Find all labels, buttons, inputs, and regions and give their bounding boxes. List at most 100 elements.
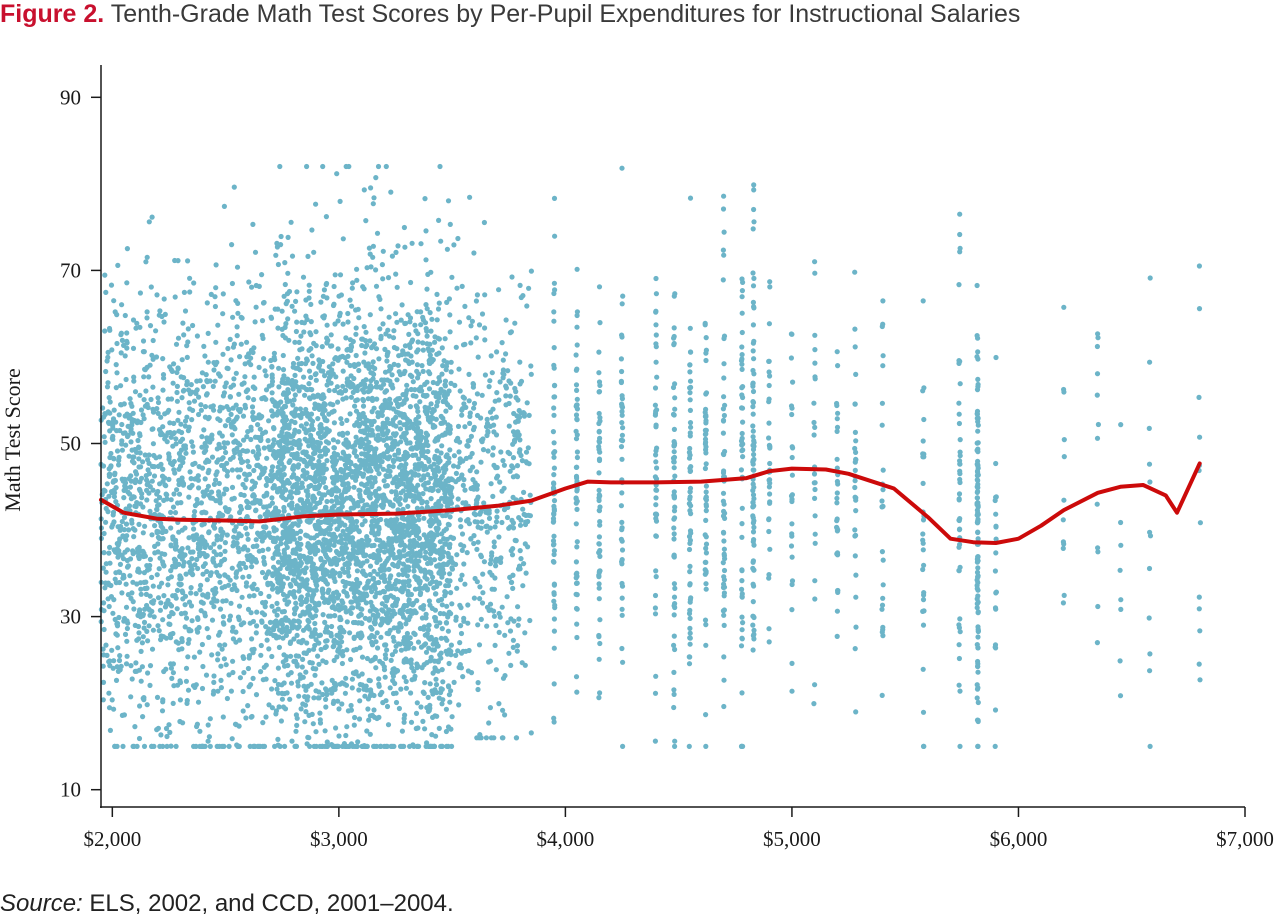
scatter-point — [299, 664, 305, 670]
scatter-point — [411, 630, 417, 636]
scatter-point — [183, 450, 189, 456]
scatter-point — [351, 647, 357, 653]
scatter-point — [141, 397, 147, 403]
scatter-point — [191, 526, 197, 532]
scatter-point — [228, 357, 234, 363]
scatter-point — [146, 566, 152, 572]
scatter-point — [256, 412, 262, 418]
scatter-point — [128, 694, 134, 700]
scatter-point — [428, 570, 434, 577]
scatter-point — [404, 420, 410, 426]
scatter-point — [323, 686, 329, 692]
scatter-point — [310, 418, 316, 424]
scatter-point — [217, 551, 224, 557]
scatter-point — [219, 646, 225, 652]
scatter-point — [373, 665, 379, 671]
scatter-point — [262, 604, 268, 610]
scatter-point — [410, 602, 416, 608]
scatter-point — [221, 656, 227, 662]
scatter-point — [184, 343, 190, 349]
scatter-point — [137, 290, 143, 296]
scatter-point — [291, 383, 297, 389]
scatter-point — [170, 504, 177, 510]
scatter-point — [290, 484, 296, 490]
scatter-point — [288, 680, 295, 686]
scatter-point — [365, 432, 371, 438]
scatter-point — [403, 492, 409, 498]
scatter-point — [250, 384, 256, 390]
scatter-point — [421, 532, 427, 538]
scatter-point — [168, 574, 174, 580]
scatter-point — [194, 723, 200, 730]
scatter-point — [187, 485, 193, 491]
scatter-point — [368, 474, 374, 480]
scatter-point — [376, 683, 382, 689]
scatter-point — [243, 525, 249, 531]
scatter-point — [402, 320, 408, 327]
scatter-point — [275, 606, 281, 612]
scatter-point — [344, 359, 350, 365]
scatter-point — [194, 556, 200, 563]
scatter-point — [425, 448, 431, 455]
scatter-point — [313, 472, 319, 478]
scatter-point — [346, 580, 352, 586]
scatter-point — [162, 482, 168, 488]
scatter-point — [247, 743, 253, 750]
scatter-point — [295, 618, 301, 624]
scatter-point — [239, 594, 245, 600]
scatter-point — [208, 495, 214, 501]
scatter-point — [139, 491, 145, 497]
scatter-point — [119, 337, 125, 343]
scatter-point — [135, 437, 141, 444]
scatter-point — [235, 545, 241, 551]
scatter-point — [210, 691, 216, 697]
scatter-point — [233, 574, 239, 580]
scatter-point — [244, 531, 250, 537]
scatter-point — [392, 530, 398, 536]
scatter-point — [254, 609, 260, 615]
scatter-point — [417, 399, 423, 405]
scatter-point — [235, 300, 241, 306]
scatter-point — [251, 374, 257, 380]
scatter-point — [390, 678, 396, 684]
scatter-point — [289, 738, 295, 744]
scatter-point — [404, 573, 410, 579]
scatter-point — [359, 451, 365, 457]
scatter-point — [132, 527, 138, 533]
scatter-point — [348, 702, 354, 709]
scatter-point — [393, 474, 399, 480]
scatter-point — [297, 613, 303, 619]
scatter-point — [193, 591, 199, 597]
scatter-point — [353, 477, 359, 483]
scatter-point — [420, 718, 426, 725]
scatter-point — [265, 438, 271, 444]
scatter-point — [331, 556, 337, 562]
scatter-point — [305, 683, 311, 689]
scatter-point — [246, 279, 252, 285]
scatter-point — [117, 653, 123, 659]
scatter-point — [221, 203, 227, 209]
scatter-point — [297, 672, 303, 678]
scatter-point — [298, 640, 304, 646]
scatter-point — [412, 322, 418, 328]
scatter-point — [275, 261, 281, 268]
scatter-point — [241, 437, 247, 443]
scatter-point — [251, 593, 257, 599]
scatter-point — [140, 613, 146, 619]
scatter-point — [378, 458, 384, 465]
scatter-point — [133, 660, 139, 666]
scatter-point — [242, 374, 248, 380]
scatter-point — [181, 289, 187, 295]
scatter-point — [418, 644, 425, 650]
scatter-point — [213, 339, 219, 345]
scatter-point — [385, 349, 391, 355]
scatter-point — [381, 667, 388, 673]
scatter-point — [155, 395, 161, 401]
scatter-point — [345, 481, 351, 487]
scatter-point — [182, 525, 188, 531]
scatter-point — [390, 444, 396, 450]
scatter-point — [126, 476, 132, 482]
scatter-point — [100, 565, 106, 571]
scatter-point — [192, 509, 198, 515]
scatter-point — [230, 543, 236, 549]
